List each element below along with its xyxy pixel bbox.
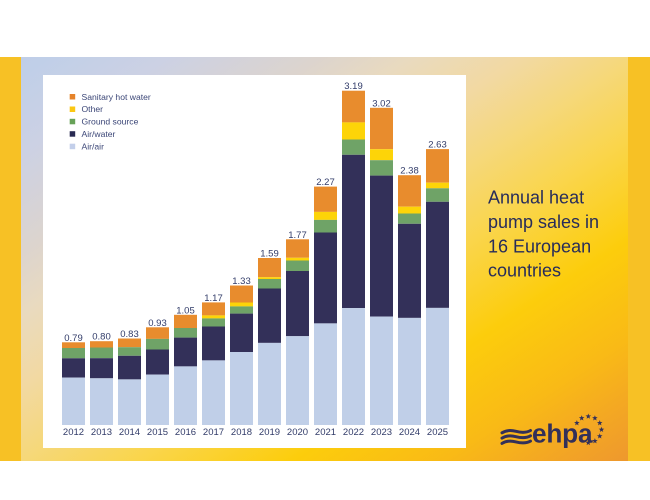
svg-text:2021: 2021 [315,427,336,438]
svg-text:1.59: 1.59 [260,249,279,260]
svg-text:2015: 2015 [147,427,168,438]
svg-text:2.63: 2.63 [428,140,447,151]
svg-text:2022: 2022 [343,427,364,438]
svg-text:Annual heat pump sales in 16 E: Annual heat pump sales in 16 European co… [488,188,604,281]
svg-text:1.77: 1.77 [288,230,307,241]
svg-text:2013: 2013 [91,427,112,438]
svg-text:0.80: 0.80 [92,332,111,343]
svg-text:2019: 2019 [259,427,280,438]
svg-text:Other: Other [82,104,104,114]
svg-text:Air/air: Air/air [82,141,105,151]
svg-text:2014: 2014 [119,427,140,438]
svg-text:1.05: 1.05 [176,305,195,316]
svg-text:0.79: 0.79 [64,333,83,344]
svg-text:Air/water: Air/water [82,129,116,139]
svg-text:2012: 2012 [63,427,84,438]
svg-text:1.33: 1.33 [232,276,251,287]
svg-text:3.02: 3.02 [372,98,391,109]
svg-text:0.93: 0.93 [148,318,167,329]
svg-text:2.27: 2.27 [316,177,335,188]
svg-text:2020: 2020 [287,427,308,438]
svg-text:2025: 2025 [427,427,448,438]
svg-text:ehpa: ehpa [532,418,593,448]
svg-text:3.19: 3.19 [344,81,363,92]
svg-text:2023: 2023 [371,427,392,438]
svg-text:1.17: 1.17 [204,293,223,304]
svg-text:2.38: 2.38 [400,166,419,177]
svg-text:0.83: 0.83 [120,329,139,340]
svg-text:2016: 2016 [175,427,196,438]
svg-text:2017: 2017 [203,427,224,438]
svg-text:2018: 2018 [231,427,252,438]
svg-text:2024: 2024 [399,427,420,438]
svg-text:Sanitary hot water: Sanitary hot water [82,92,151,102]
svg-text:Ground source: Ground source [82,117,139,127]
